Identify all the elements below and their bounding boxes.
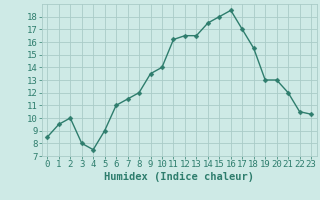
X-axis label: Humidex (Indice chaleur): Humidex (Indice chaleur): [104, 172, 254, 182]
